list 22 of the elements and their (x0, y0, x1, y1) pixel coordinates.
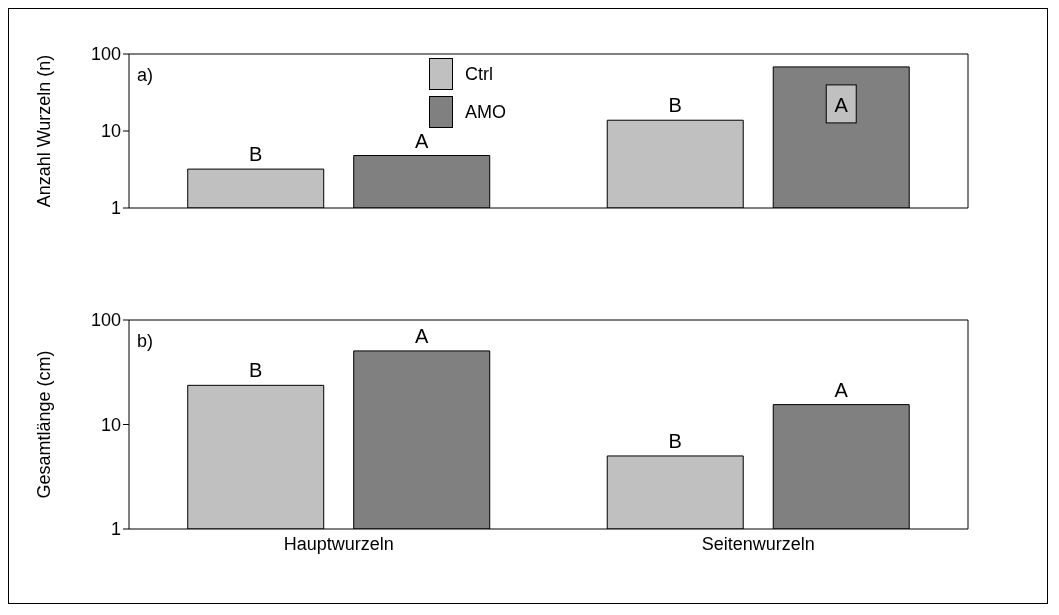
data-label: A (834, 93, 849, 116)
text: b) (137, 331, 154, 352)
x-tick-label: Hauptwurzeln (283, 533, 394, 554)
y-tick-label: 10 (100, 121, 121, 142)
y-axis-title: Anzahl Wurzeln (n) (34, 54, 55, 208)
data-label: B (668, 429, 682, 452)
y-tick-label: 100 (90, 310, 121, 331)
legend-label: Ctrl (465, 63, 493, 85)
y-tick-label: 10 (100, 414, 121, 435)
text: a) (137, 65, 154, 86)
data-label: B (249, 143, 263, 166)
y-tick-label: 100 (90, 44, 121, 65)
x-tick-label: Seitenwurzeln (701, 533, 815, 554)
data-label: B (668, 94, 682, 117)
data-label: A (834, 378, 849, 401)
y-axis-title: Gesamtlänge (cm) (34, 350, 55, 499)
legend-label: AMO (465, 101, 507, 123)
data-label: A (415, 324, 430, 347)
data-label: B (249, 359, 263, 382)
data-label: A (415, 129, 430, 152)
y-tick-label: 1 (110, 519, 121, 540)
y-tick-label: 1 (110, 198, 121, 219)
